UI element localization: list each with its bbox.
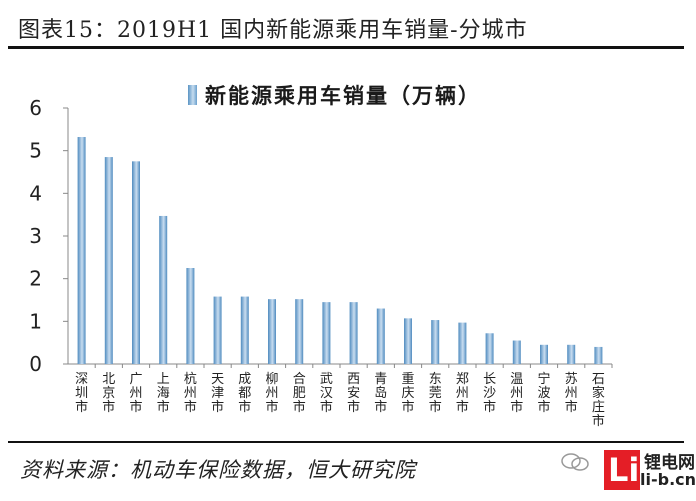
- x-tick-label: 西安市: [347, 372, 360, 415]
- bar: [567, 344, 576, 364]
- x-tick-label: 天津市: [211, 372, 224, 415]
- chat-bubble-icon: [561, 453, 589, 471]
- x-tick-label: 苏州市: [565, 371, 578, 415]
- bottom-divider: [8, 441, 684, 443]
- x-tick-label: 成都市: [238, 372, 251, 415]
- watermark-logo-letter: Li: [608, 451, 640, 489]
- top-divider: [8, 46, 684, 49]
- bar: [458, 322, 467, 364]
- x-tick-label: 合肥市: [293, 372, 306, 415]
- bar: [322, 302, 331, 364]
- x-tick-label: 深圳市: [75, 372, 88, 415]
- bar: [159, 215, 168, 364]
- x-tick-label: 重庆市: [401, 371, 414, 415]
- bar: [132, 161, 140, 364]
- y-tick-label: 0: [29, 352, 42, 376]
- y-tick-label: 3: [29, 224, 42, 248]
- bar: [512, 340, 521, 364]
- y-tick-label: 5: [29, 139, 42, 163]
- x-tick-label: 东莞市: [429, 372, 442, 415]
- footer: 资料来源：机动车保险数据，恒大研究院 Li 锂电网 li-b.cn: [8, 446, 696, 501]
- header: 图表15：2019H1 国内新能源乘用车销量-分城市: [8, 8, 684, 44]
- x-tick-label: 温州市: [510, 372, 523, 415]
- watermark-name: 锂电网: [644, 453, 695, 473]
- x-tick-label: 杭州市: [184, 372, 197, 415]
- bar: [485, 333, 494, 364]
- bar: [104, 157, 113, 364]
- bar: [268, 299, 276, 364]
- bar: [431, 320, 440, 364]
- x-tick-label: 青岛市: [374, 372, 387, 415]
- watermark-logo: Li: [604, 450, 640, 490]
- x-tick-label: 石家庄市: [592, 372, 605, 429]
- legend-label: 新能源乘用车销量（万辆）: [205, 84, 481, 108]
- bar: [376, 308, 385, 364]
- x-tick-label: 郑州市: [456, 372, 469, 415]
- watermark-site: li-b.cn: [640, 470, 696, 489]
- y-tick-label: 1: [29, 309, 42, 333]
- legend-swatch: [188, 85, 197, 105]
- bar: [186, 268, 195, 364]
- bar: [404, 318, 412, 364]
- y-tick-label: 2: [29, 267, 42, 291]
- x-tick-label: 北京市: [102, 372, 115, 415]
- bar-chart: 0 1 2 3 4 5 6 深圳市 北京市 广州市 上海市 杭州市 天津市 成都市 柳州市 合肥市 武汉市 西安市…: [29, 96, 613, 429]
- bar: [77, 137, 86, 364]
- figure-title: 图表15：2019H1 国内新能源乘用车销量-分城市: [18, 18, 528, 43]
- y-tick-label: 4: [29, 181, 42, 205]
- x-tick-label: 上海市: [157, 372, 170, 415]
- x-tick-label: 柳州市: [265, 372, 278, 415]
- x-tick-label: 长沙市: [483, 372, 496, 415]
- bar: [213, 296, 222, 364]
- legend: 新能源乘用车销量（万辆）: [188, 82, 481, 108]
- bar: [295, 299, 304, 364]
- bar: [240, 296, 249, 364]
- x-tick-label: 宁波市: [537, 371, 550, 415]
- y-tick-label: 6: [29, 96, 42, 120]
- bar: [594, 346, 603, 364]
- bar: [349, 302, 358, 364]
- chart-area: 新能源乘用车销量（万辆） 0 1 2 3 4 5 6 深圳市 北京市 广州市 上海市 杭州市 天津市 成都…: [0, 52, 696, 442]
- x-tick-label: 广州市: [129, 372, 142, 415]
- bar: [540, 344, 548, 364]
- source-note: 资料来源：机动车保险数据，恒大研究院: [20, 458, 416, 482]
- x-tick-label: 武汉市: [320, 372, 333, 415]
